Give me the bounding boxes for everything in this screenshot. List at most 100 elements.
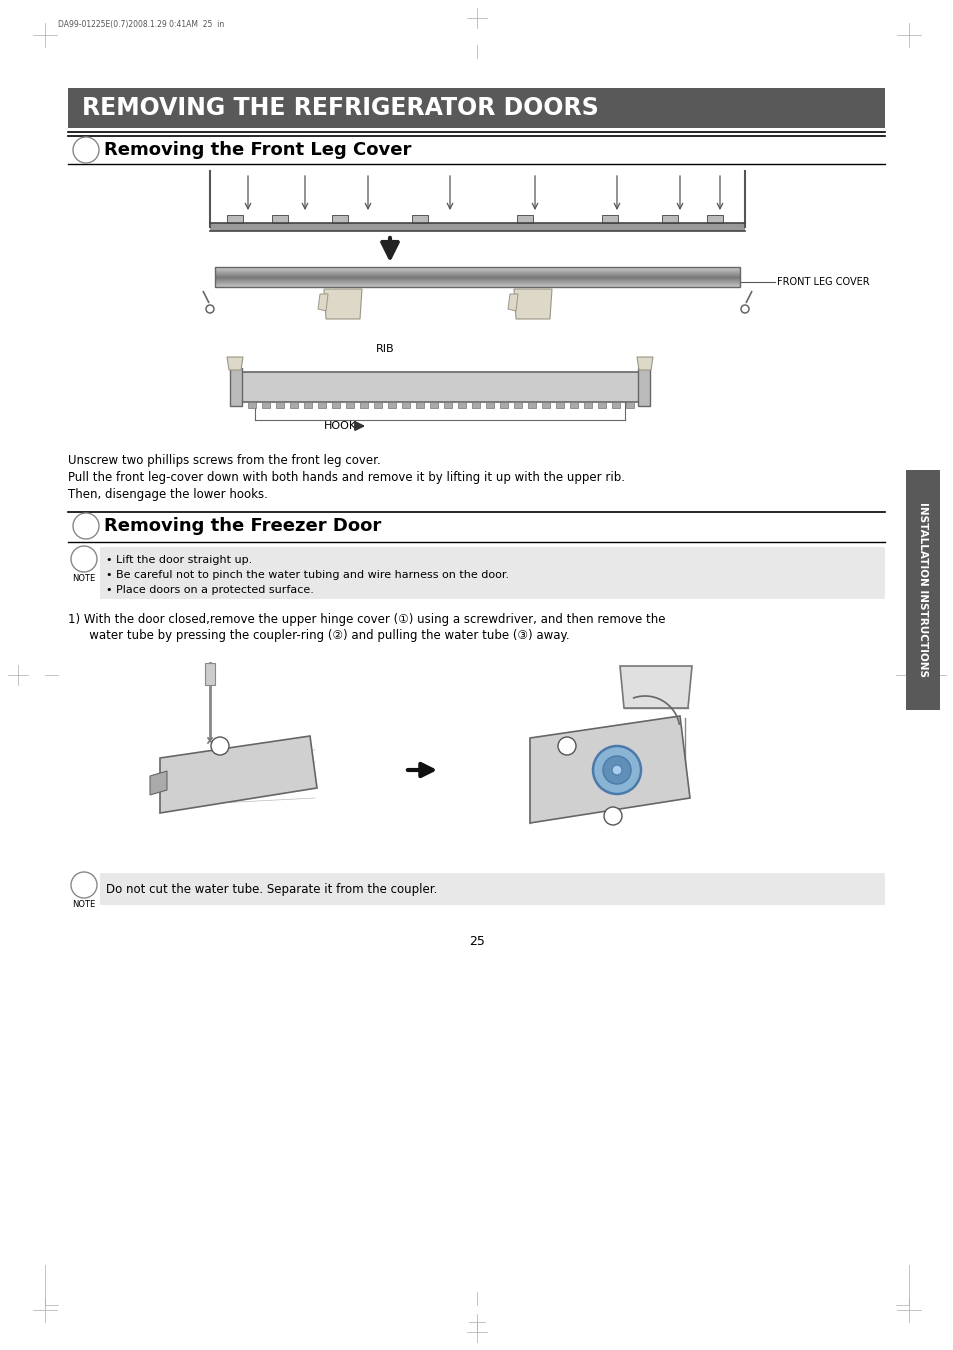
Text: INSTALLATION INSTRUCTIONS: INSTALLATION INSTRUCTIONS [917, 502, 927, 678]
Circle shape [71, 872, 97, 898]
Bar [401, 402, 410, 408]
Polygon shape [507, 294, 517, 310]
Circle shape [71, 545, 97, 572]
Bar [541, 402, 550, 408]
Polygon shape [326, 289, 333, 317]
Text: 25: 25 [469, 936, 484, 948]
Polygon shape [227, 356, 243, 370]
Bar [388, 402, 395, 408]
Bar [569, 402, 578, 408]
Text: C: C [78, 876, 90, 891]
Text: NOTE: NOTE [72, 574, 95, 583]
Circle shape [73, 513, 99, 539]
Bar [556, 402, 563, 408]
Bar [612, 402, 619, 408]
Text: Removing the Freezer Door: Removing the Freezer Door [104, 517, 381, 535]
Polygon shape [530, 716, 689, 824]
Text: • Lift the door straight up.: • Lift the door straight up. [106, 555, 252, 566]
Bar [485, 402, 494, 408]
Circle shape [603, 807, 621, 825]
Text: Do not cut the water tube. Separate it from the coupler.: Do not cut the water tube. Separate it f… [106, 883, 436, 896]
Text: Pull the front leg-cover down with both hands and remove it by lifting it up wit: Pull the front leg-cover down with both … [68, 471, 624, 485]
Bar [514, 402, 521, 408]
Bar [210, 223, 744, 231]
Text: DA99-01225E(0.7)2008.1.29 0:41AM  25  in: DA99-01225E(0.7)2008.1.29 0:41AM 25 in [58, 20, 224, 28]
Circle shape [612, 765, 621, 775]
Text: • Be careful not to pinch the water tubing and wire harness on the door.: • Be careful not to pinch the water tubi… [106, 570, 509, 580]
Polygon shape [516, 289, 522, 317]
Text: 2: 2 [563, 741, 570, 751]
Bar [275, 402, 284, 408]
Bar [905, 470, 939, 710]
Polygon shape [344, 289, 351, 313]
Polygon shape [353, 289, 359, 310]
Bar [472, 402, 479, 408]
Polygon shape [542, 289, 550, 310]
Text: 1) With the door closed,remove the upper hinge cover (①) using a screwdriver, an: 1) With the door closed,remove the upper… [68, 613, 665, 626]
Text: • Place doors on a protected surface.: • Place doors on a protected surface. [106, 585, 314, 595]
Text: Removing the Front Leg Cover: Removing the Front Leg Cover [104, 140, 411, 159]
Polygon shape [335, 289, 341, 315]
Text: 3: 3 [609, 811, 616, 821]
Bar [598, 402, 605, 408]
Bar [214, 267, 740, 288]
Bar [290, 402, 297, 408]
Bar [601, 215, 618, 223]
Polygon shape [534, 289, 540, 313]
Text: S: S [82, 518, 91, 533]
Bar [205, 663, 214, 684]
Text: S: S [82, 143, 91, 157]
Text: water tube by pressing the coupler-ring (②) and pulling the water tube (③) away.: water tube by pressing the coupler-ring … [78, 629, 569, 643]
Text: REMOVING THE REFRIGERATOR DOORS: REMOVING THE REFRIGERATOR DOORS [82, 96, 598, 120]
Text: HOOK: HOOK [323, 421, 356, 431]
Bar [262, 402, 270, 408]
Bar [430, 402, 437, 408]
Polygon shape [160, 736, 316, 813]
Polygon shape [524, 289, 532, 315]
Circle shape [593, 747, 640, 794]
Polygon shape [619, 666, 691, 707]
Bar [100, 873, 884, 905]
Bar [68, 88, 884, 128]
Bar [359, 402, 368, 408]
Bar [346, 402, 354, 408]
Text: 1: 1 [216, 741, 223, 751]
Text: Then, disengage the lower hooks.: Then, disengage the lower hooks. [68, 487, 268, 501]
Text: NOTE: NOTE [72, 900, 95, 909]
Bar [638, 369, 649, 406]
Bar [317, 402, 326, 408]
Bar [412, 215, 428, 223]
Circle shape [73, 136, 99, 163]
Bar [227, 215, 243, 223]
Bar [443, 402, 452, 408]
Text: C: C [78, 549, 90, 564]
Circle shape [211, 737, 229, 755]
Text: Unscrew two phillips screws from the front leg cover.: Unscrew two phillips screws from the fro… [68, 454, 380, 467]
Bar [100, 547, 884, 599]
Bar [625, 402, 634, 408]
Circle shape [602, 756, 630, 784]
Bar [457, 402, 465, 408]
Polygon shape [637, 356, 652, 370]
Bar [304, 402, 312, 408]
Bar [332, 402, 339, 408]
Bar [499, 402, 507, 408]
Circle shape [558, 737, 576, 755]
Polygon shape [324, 289, 361, 319]
Bar [248, 402, 255, 408]
Polygon shape [317, 294, 328, 310]
Bar [706, 215, 722, 223]
Bar [332, 215, 348, 223]
Bar [272, 215, 288, 223]
Bar [240, 373, 639, 402]
Polygon shape [514, 289, 552, 319]
Bar [583, 402, 592, 408]
Bar [416, 402, 423, 408]
Bar [374, 402, 381, 408]
Text: RIB: RIB [375, 344, 394, 354]
Bar [527, 402, 536, 408]
Bar [661, 215, 678, 223]
Polygon shape [150, 771, 167, 795]
Text: FRONT LEG COVER: FRONT LEG COVER [776, 277, 869, 288]
Bar [230, 369, 242, 406]
